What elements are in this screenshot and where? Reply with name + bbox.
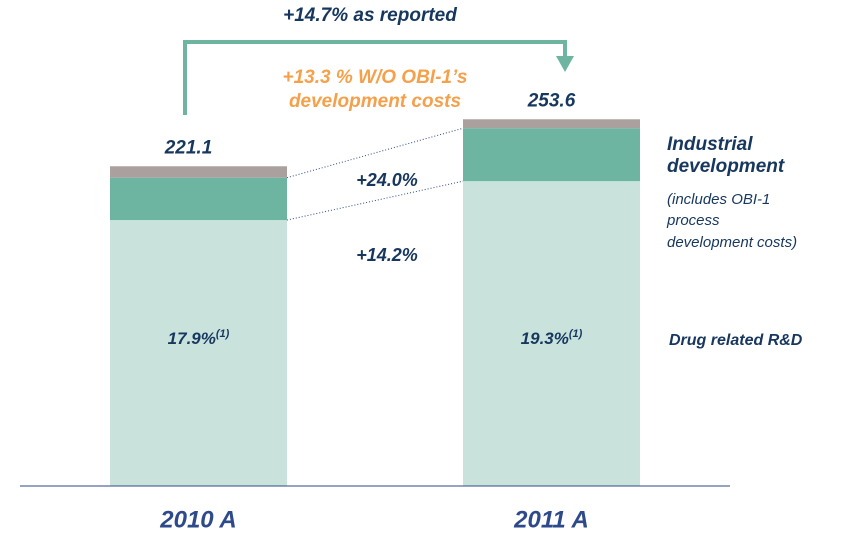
category-label: 2010 A: [159, 506, 237, 533]
connector: [286, 180, 464, 221]
connector: [286, 127, 464, 179]
bar-segment: [463, 128, 640, 182]
total-label: 253.6: [527, 90, 576, 111]
growth-industrial: +24.0%: [356, 170, 418, 190]
growth-reported: +14.7% as reported: [283, 5, 457, 26]
share-label: 19.3%(1): [521, 328, 583, 349]
growth-drug: +14.2%: [356, 245, 418, 265]
growth-adjusted: +13.3 % W/O OBI-1’s: [283, 67, 468, 88]
growth-bracket: [183, 40, 567, 115]
industrial-note: (includes OBI-1: [667, 191, 770, 208]
growth-adjusted: development costs: [289, 91, 461, 112]
growth-arrowhead: [556, 56, 574, 72]
share-label: 17.9%(1): [168, 328, 230, 349]
share-text: 17.9%: [168, 329, 216, 348]
bar-segment: [463, 181, 640, 487]
legend-industrial: Industrial development: [667, 134, 785, 177]
total-label: 221.1: [164, 137, 213, 158]
bar-segment: [463, 119, 640, 129]
share-note: (1): [569, 328, 583, 340]
industrial-note: development costs): [667, 234, 797, 251]
bar-segment: [110, 220, 287, 486]
industrial-note: process: [666, 212, 720, 229]
bar-segment: [110, 166, 287, 178]
share-text: 19.3%: [521, 329, 569, 348]
bar-segment: [110, 177, 287, 221]
legend-drug: Drug related R&D: [669, 332, 803, 349]
share-note: (1): [216, 328, 230, 340]
category-label: 2011 A: [513, 506, 589, 533]
